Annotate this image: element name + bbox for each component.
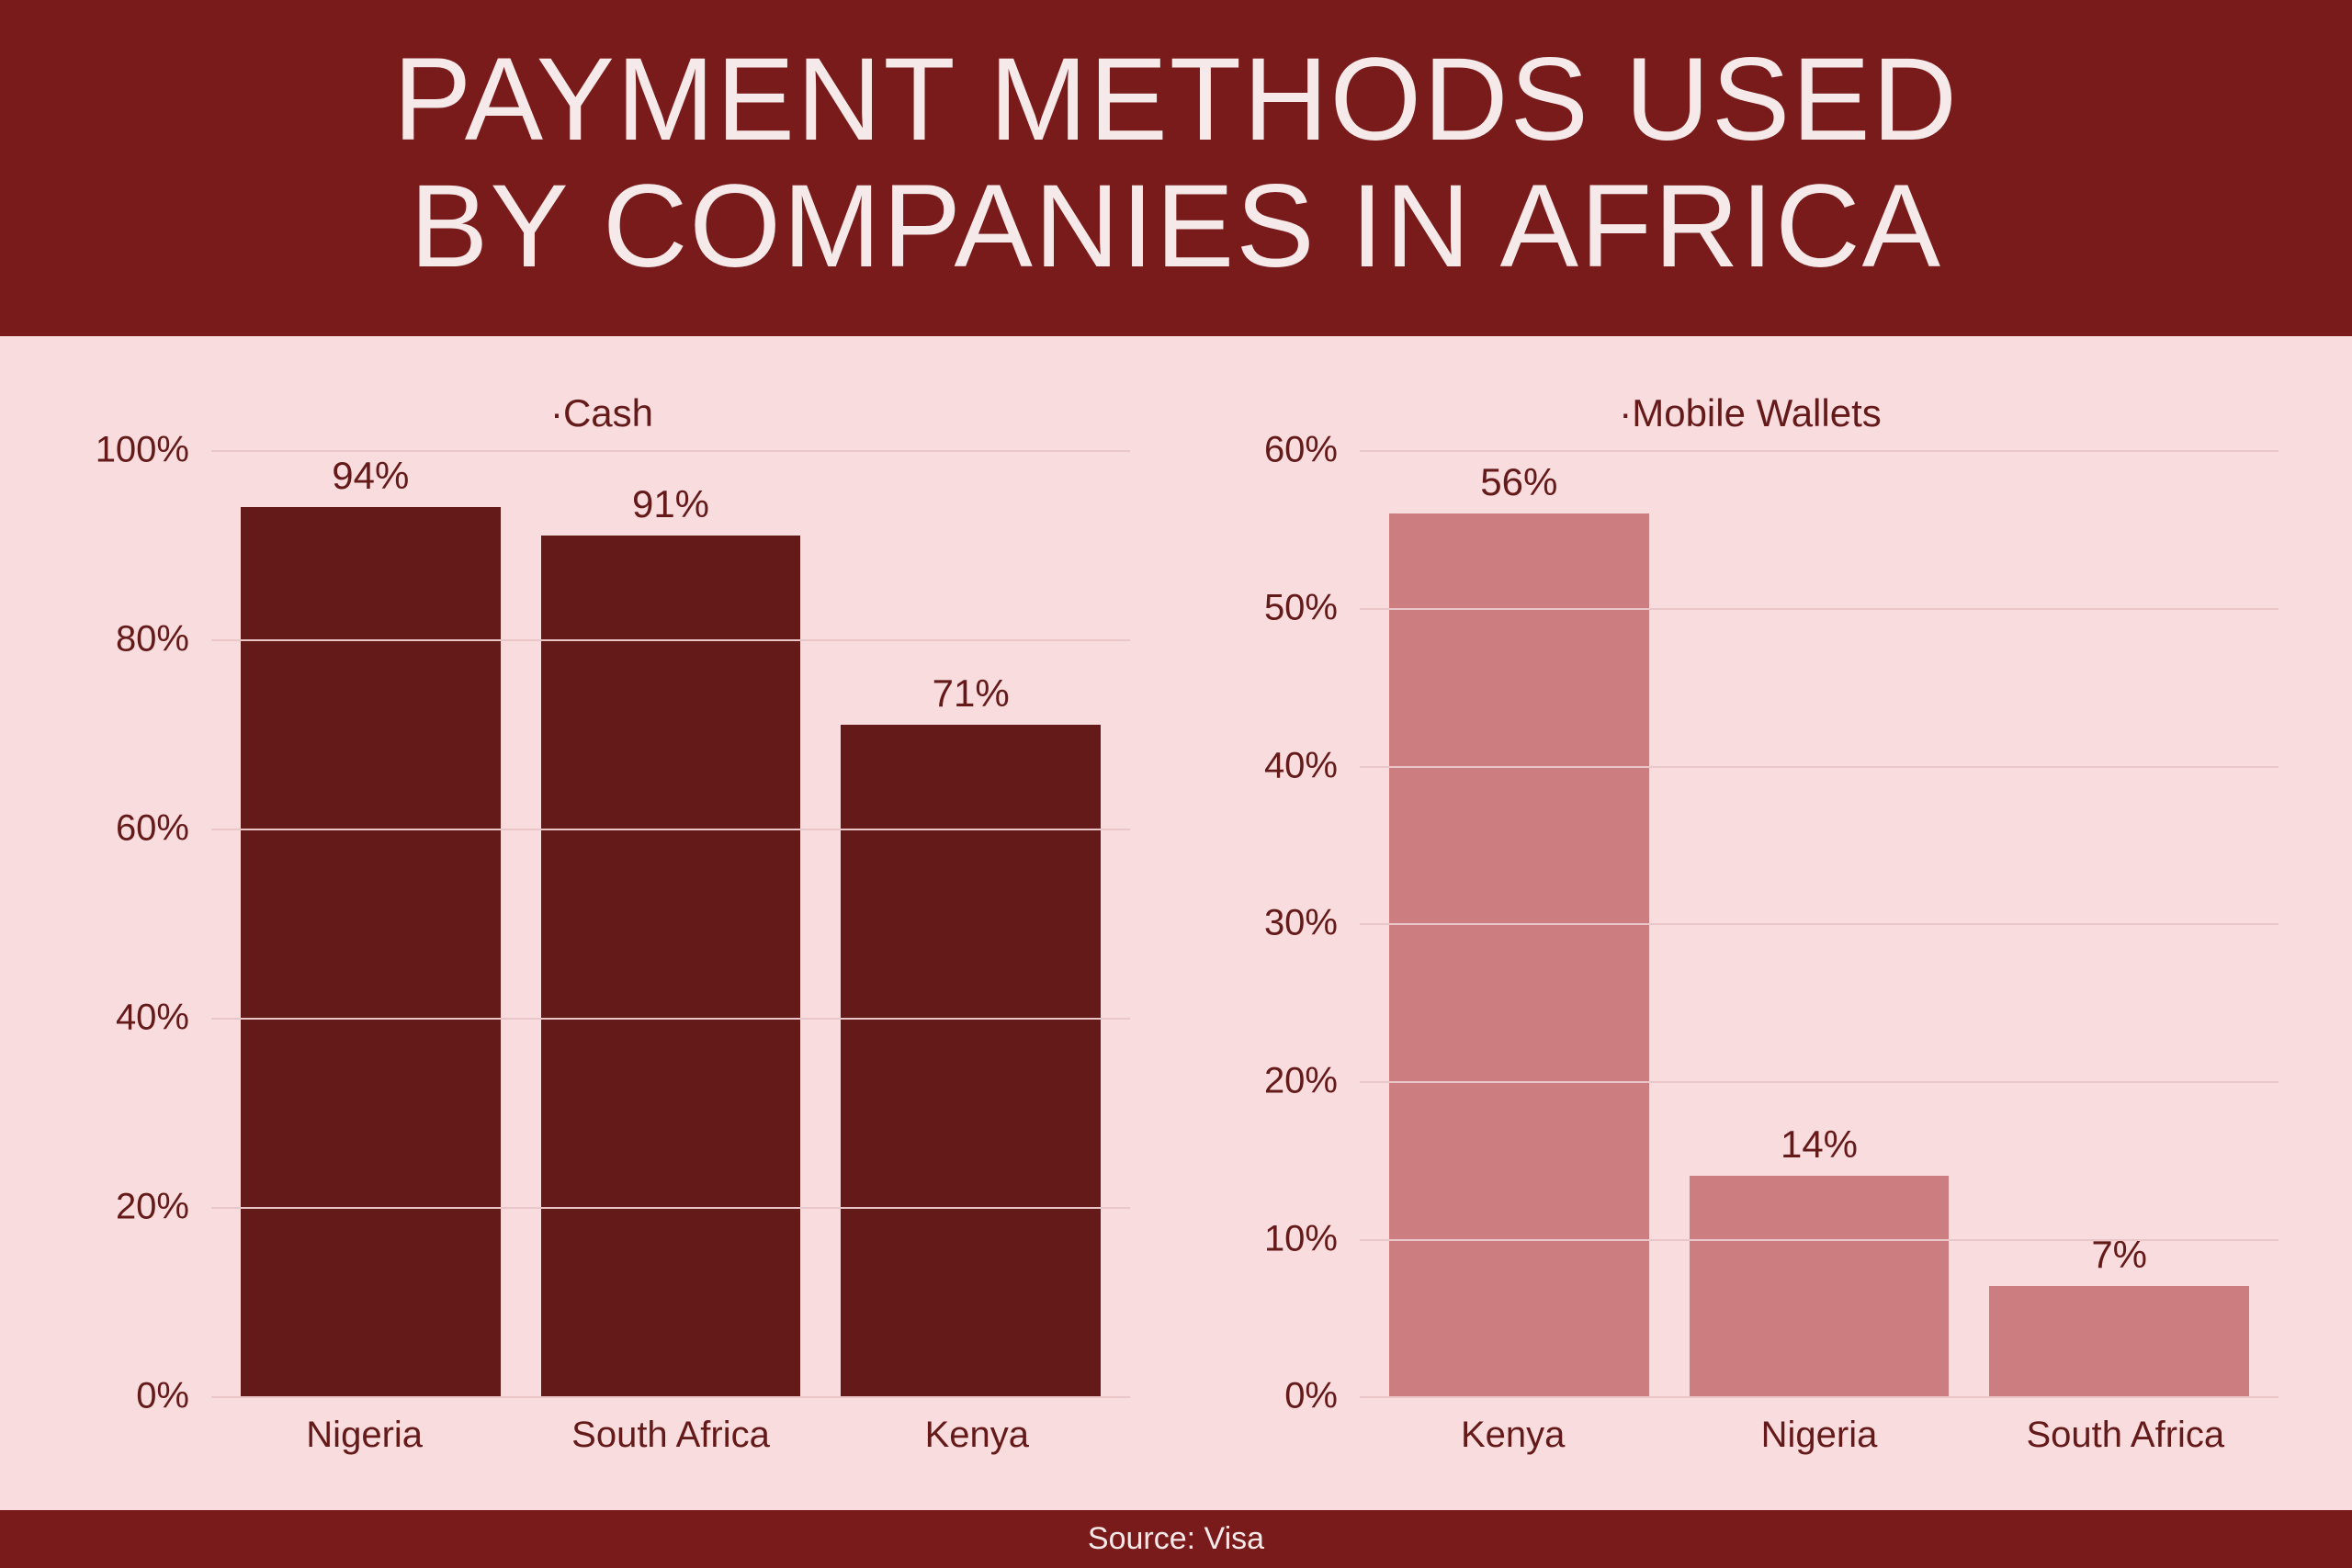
y-tick-label: 0%	[136, 1376, 211, 1417]
x-labels-cash: NigeriaSouth AfricaKenya	[211, 1405, 1130, 1470]
y-tick-label: 20%	[116, 1187, 211, 1228]
bar-value-label: 56%	[1480, 460, 1557, 504]
grid-line	[211, 450, 1130, 452]
bar-value-label: 94%	[332, 454, 409, 498]
bar	[1389, 513, 1649, 1396]
title-bar: PAYMENT METHODS USED BY COMPANIES IN AFR…	[0, 0, 2352, 336]
chart-title-cash: ·Cash	[55, 391, 1148, 435]
y-tick-label: 30%	[1264, 903, 1360, 944]
charts-container: ·Cash 94% 91% 71% 0% 20% 40% 60% 80% 100% Niger…	[0, 336, 2352, 1488]
title-line-1: PAYMENT METHODS USED	[393, 34, 1959, 165]
source-bar: Source: Visa	[0, 1510, 2352, 1568]
bar	[841, 725, 1101, 1396]
bar-value-label: 14%	[1781, 1122, 1858, 1167]
x-labels-mobile: KenyaNigeriaSouth Africa	[1360, 1405, 2278, 1470]
title-line-2: BY COMPANIES IN AFRICA	[410, 161, 1942, 292]
grid-line	[1360, 1239, 2278, 1241]
grid-line	[1360, 608, 2278, 610]
x-tick-label: Nigeria	[1666, 1405, 1972, 1470]
bar-slot: 91%	[521, 450, 821, 1396]
grid-line	[211, 829, 1130, 830]
y-tick-label: 50%	[1264, 588, 1360, 629]
bars-cash: 94% 91% 71%	[211, 450, 1130, 1396]
bar-slot: 94%	[220, 450, 521, 1396]
chart-mobile-wallets: ·Mobile Wallets 56%14%7% 0%10%20%30%40%5…	[1204, 391, 2297, 1470]
plot-inner-mobile: 56%14%7% 0%10%20%30%40%50%60%	[1360, 450, 2278, 1396]
grid-line	[1360, 450, 2278, 452]
x-tick-label: Nigeria	[211, 1405, 517, 1470]
grid-line	[211, 639, 1130, 641]
grid-line	[211, 1396, 1130, 1398]
y-tick-label: 60%	[1264, 430, 1360, 471]
bar	[541, 536, 801, 1396]
bar-value-label: 71%	[933, 671, 1010, 716]
y-tick-label: 60%	[116, 808, 211, 850]
y-tick-label: 10%	[1264, 1218, 1360, 1259]
page-title: PAYMENT METHODS USED BY COMPANIES IN AFR…	[37, 37, 2315, 290]
plot-cash: 94%91%71% 0%20%40%60%80%100% NigeriaSout…	[55, 441, 1148, 1470]
y-tick-label: 80%	[116, 619, 211, 660]
grid-line	[211, 1207, 1130, 1209]
bar	[1690, 1176, 1950, 1396]
y-tick-label: 40%	[116, 998, 211, 1039]
x-tick-label: Kenya	[824, 1405, 1130, 1470]
bar-value-label: 91%	[632, 482, 709, 526]
grid-line	[1360, 766, 2278, 768]
chart-cash: ·Cash 94% 91% 71% 0% 20% 40% 60% 80% 100% Niger…	[55, 391, 1148, 1470]
grid-line	[1360, 1081, 2278, 1083]
infographic-frame: PAYMENT METHODS USED BY COMPANIES IN AFR…	[0, 0, 2352, 1568]
bar	[1989, 1286, 2249, 1396]
x-tick-label: Kenya	[1360, 1405, 1666, 1470]
bar-slot: 71%	[820, 450, 1121, 1396]
y-tick-label: 20%	[1264, 1061, 1360, 1102]
y-tick-label: 40%	[1264, 745, 1360, 786]
plot-mobile: 56%14%7% 0%10%20%30%40%50%60% KenyaNiger…	[1204, 441, 2297, 1470]
source-label: Source: Visa	[1088, 1521, 1264, 1556]
plot-inner-cash: 94%91%71% 0%20%40%60%80%100%	[211, 450, 1130, 1396]
grid-line	[211, 1018, 1130, 1020]
grid-line	[1360, 1396, 2278, 1398]
y-tick-label: 0%	[1284, 1376, 1360, 1417]
chart-title-mobile: ·Mobile Wallets	[1204, 391, 2297, 435]
grid-line	[1360, 923, 2278, 925]
y-tick-label: 100%	[96, 430, 211, 471]
x-tick-label: South Africa	[517, 1405, 823, 1470]
x-tick-label: South Africa	[1973, 1405, 2278, 1470]
